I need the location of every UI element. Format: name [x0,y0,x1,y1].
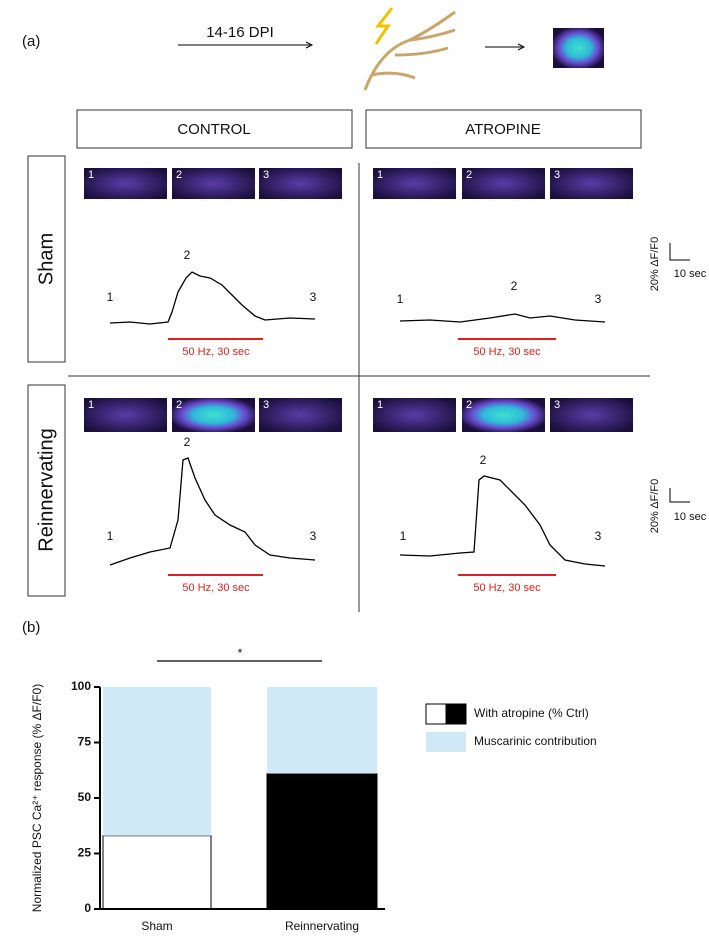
trace-labels: 1 2 3 1 2 3 1 2 3 1 2 3 [107,248,602,543]
frame-label: 3 [554,399,560,411]
y-tick-label: 50 [78,790,92,804]
frame-label: 2 [466,169,472,181]
x-tick-label: Reinnervating [285,919,359,933]
cell-image [553,28,604,68]
column-box [76,109,353,149]
scale-bar [669,243,690,261]
frame-image [550,398,633,432]
trace-label: 2 [184,435,191,449]
stimulus-label: 50 Hz, 30 sec [182,582,250,594]
frame-label: 1 [377,169,383,181]
neuron-icon [363,7,456,91]
traces [109,271,606,567]
y-tick-label: 75 [78,735,92,749]
trace-label: 3 [310,529,317,543]
bar [267,687,377,774]
frame-image [84,168,167,199]
trace-label: 1 [397,292,404,306]
row-label: Sham [35,233,57,285]
arrow-head [305,41,314,49]
frame-image [172,398,255,432]
legend-label: Muscarinic contribution [474,734,597,748]
arrow-head [517,43,526,51]
trace-label: 2 [184,248,191,262]
panel-label: (b) [22,619,40,636]
trace-label: 2 [511,279,518,293]
frame-label: 3 [554,169,560,181]
bar [102,835,212,910]
thumbnails: 1 2 3 1 2 3 1 2 3 1 2 3 [84,168,633,432]
scale-label: 20% ΔF/F0 [649,237,661,291]
panel-label: (a) [22,33,40,50]
trace-label: 1 [107,529,114,543]
scale-label: 20% ΔF/F0 [649,479,661,533]
y-tick-label: 25 [78,846,92,860]
panel-b: (b) Normalized PSC Ca²⁺ response (% ΔF/F… [22,619,597,933]
y-tick-label: 0 [84,901,91,915]
frame-image [373,168,456,199]
row-box [27,384,66,597]
bar [266,773,378,910]
trace-label: 1 [107,290,114,304]
x-tick-label: Sham [141,919,172,933]
column-box [365,109,642,149]
row-box [27,155,66,363]
y-tick-label: 100 [71,679,91,693]
trace-label: 1 [400,529,407,543]
frame-label: 2 [176,399,182,411]
significance-label: * [238,646,243,660]
stimulus-label: 50 Hz, 30 sec [473,346,541,358]
frame-label: 1 [377,399,383,411]
frame-label: 2 [176,169,182,181]
scale-label: 10 sec [674,511,707,523]
scale-bar [669,488,690,503]
trace-label: 3 [310,290,317,304]
frame-image [373,398,456,432]
legend-swatch [426,732,466,752]
y-axis-label: Normalized PSC Ca²⁺ response (% ΔF/F0) [30,684,44,912]
trace-label: 3 [595,529,602,543]
legend-label: With atropine (% Ctrl) [474,706,589,720]
timepoint: 14-16 DPI [206,24,274,41]
column-label: ATROPINE [465,121,541,138]
bar [103,687,211,836]
frame-image [550,168,633,199]
panel-a: (a) 14-16 DPI CONTROL ATROPINE Sham Rein… [22,7,707,612]
stimulus-bars [168,338,556,576]
frame-label: 1 [88,399,94,411]
frame-image [259,398,342,432]
frame-image [84,398,167,432]
frame-label: 3 [263,169,269,181]
legend-swatch [425,703,447,725]
frame-image [462,398,545,432]
scale-label: 10 sec [674,268,707,280]
frame-image [259,168,342,199]
frame-image [172,168,255,199]
frame-image [462,168,545,199]
stimulus-label: 50 Hz, 30 sec [473,582,541,594]
stimulus-label: 50 Hz, 30 sec [182,346,250,358]
trace-label: 3 [595,292,602,306]
row-label: Reinnervating [35,428,57,551]
column-label: CONTROL [177,121,250,138]
frame-label: 1 [88,169,94,181]
frame-label: 3 [263,399,269,411]
legend-swatch [445,703,467,725]
frame-label: 2 [466,399,472,411]
trace-label: 2 [480,453,487,467]
